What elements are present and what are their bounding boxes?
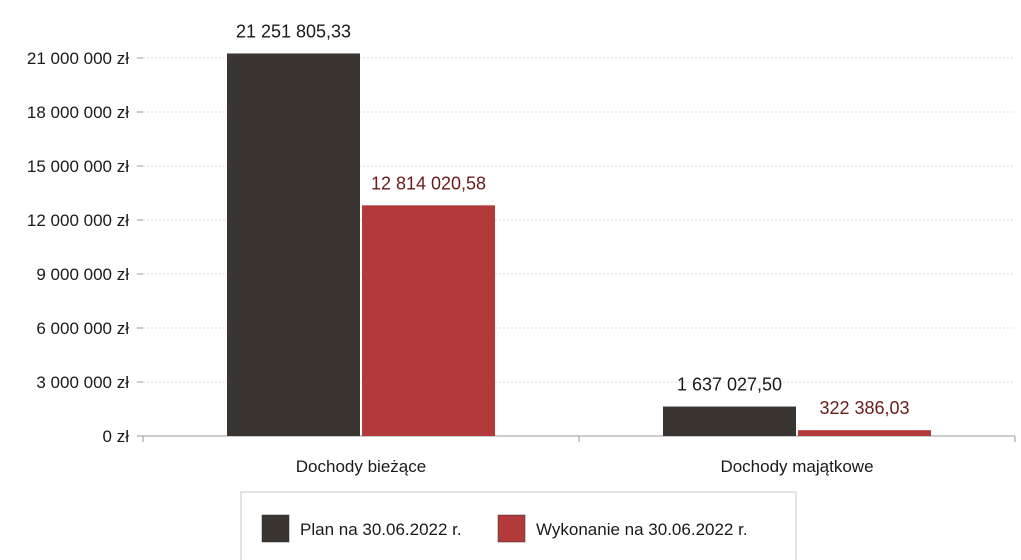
y-tick-label: 21 000 000 zł bbox=[27, 49, 129, 68]
legend-swatch bbox=[497, 514, 526, 543]
legend-label: Plan na 30.06.2022 r. bbox=[300, 520, 462, 539]
bar-wykonanie-1 bbox=[798, 430, 931, 436]
legend: Plan na 30.06.2022 r. Wykonanie na 30.06.… bbox=[240, 491, 797, 560]
x-axis-category-labels: Dochody bieżące Dochody majątkowe bbox=[296, 457, 874, 476]
legend-swatch bbox=[261, 514, 290, 543]
y-axis-tick-labels: 0 zł 3 000 000 zł 6 000 000 zł 9 000 000 zł… bbox=[27, 49, 129, 446]
bars bbox=[227, 53, 931, 437]
y-tick-label: 15 000 000 zł bbox=[27, 157, 129, 176]
y-tick-label: 12 000 000 zł bbox=[27, 211, 129, 230]
bar-plan-0 bbox=[227, 53, 360, 437]
bar-wykonanie-0 bbox=[362, 205, 495, 436]
y-tick-label: 18 000 000 zł bbox=[27, 103, 129, 122]
bar-plan-1 bbox=[663, 406, 796, 436]
data-label: 12 814 020,58 bbox=[371, 173, 486, 193]
x-category-label: Dochody majątkowe bbox=[720, 457, 873, 476]
y-tick-label: 9 000 000 zł bbox=[36, 265, 129, 284]
data-label: 1 637 027,50 bbox=[677, 375, 782, 395]
y-tick-label: 3 000 000 zł bbox=[36, 373, 129, 392]
y-tick-label: 0 zł bbox=[103, 427, 130, 446]
legend-label: Wykonanie na 30.06.2022 r. bbox=[536, 520, 748, 539]
y-tick-label: 6 000 000 zł bbox=[36, 319, 129, 338]
data-label: 21 251 805,33 bbox=[236, 21, 351, 41]
data-labels: 21 251 805,33 12 814 020,58 1 637 027,50 32… bbox=[236, 21, 910, 418]
data-label: 322 386,03 bbox=[819, 398, 909, 418]
x-category-label: Dochody bieżące bbox=[296, 457, 426, 476]
